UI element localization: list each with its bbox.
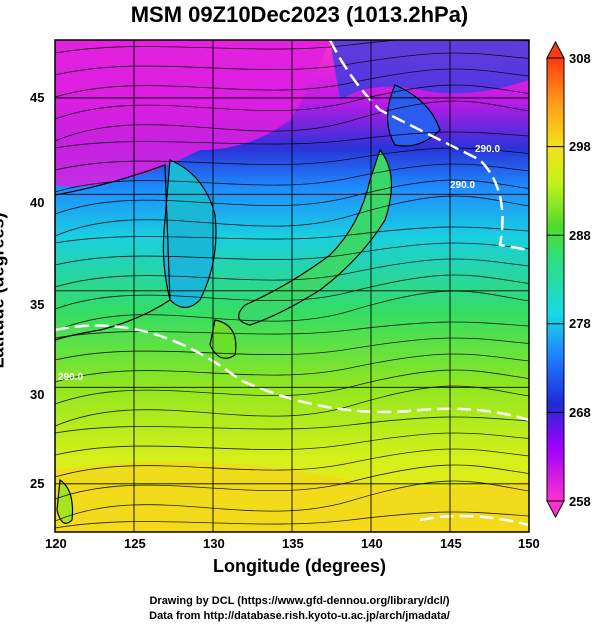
honshu-land [238,148,393,326]
page-title: MSM 09Z10Dec2023 (1013.2hPa) [130,2,469,27]
y-tick-label: 25 [30,476,45,491]
taiwan-land [56,478,74,524]
x-tick-label: 150 [518,536,540,551]
streamline [55,337,529,361]
streamline [55,274,529,310]
colorbar-tick-label: 278 [569,316,591,331]
isotherm-contour-1 [55,324,529,422]
x-tick-label: 135 [282,536,304,551]
streamline [55,258,529,288]
kyushu-land [209,319,237,359]
x-tick-label: 130 [203,536,225,551]
lat-lon-grid [55,40,529,532]
contour-label: 290.0 [450,180,476,191]
y-tick-label: 45 [30,90,45,105]
streamline [55,131,529,149]
colorbar-tick-label: 258 [569,494,591,509]
streamline [55,416,529,434]
colorbar-tick-label: 268 [569,405,591,420]
colorbar-top-arrow [546,40,565,59]
streamline [55,432,529,456]
streamline [55,242,529,266]
streamline [55,353,529,383]
streamline [55,464,529,500]
x-tick-label: 140 [361,536,383,551]
credit-drawing: Drawing by DCL (https://www.gfd-dennou.o… [149,595,450,607]
streamline [55,369,529,405]
isotherm-contour-3 [419,514,529,527]
streamline [55,290,529,332]
streamline [55,321,529,339]
streamline [55,68,529,98]
korea-land [162,159,217,309]
colorbar-tick-label: 298 [569,139,591,154]
streamline [55,195,529,237]
colorbar-tick-label: 288 [569,228,591,243]
x-axis-label: Longitude (degrees) [212,556,386,576]
hokkaido-land [386,84,441,147]
x-tick-label: 125 [124,536,146,551]
colorbar [546,40,565,519]
map-frame [54,39,530,533]
streamline [55,100,529,142]
contour-label: 290.0 [58,372,84,383]
streamline [55,84,529,120]
streamline [55,226,529,244]
streamline [55,448,529,478]
x-tick-label: 145 [440,536,462,551]
x-tick-label: 120 [45,536,67,551]
cold-region-north [55,40,330,187]
streamline [55,163,529,193]
y-tick-label: 35 [30,297,45,312]
colorbar-bottom-arrow [546,500,565,519]
streamline [55,179,529,215]
y-tick-label: 40 [30,195,45,210]
credit-data: Data from http://database.rish.kyoto-u.a… [149,610,450,622]
y-tick-label: 30 [30,387,45,402]
streamline [55,147,529,171]
colorbar-body [546,57,565,502]
streamline [55,511,529,529]
isotherm-contour-2 [328,40,529,252]
colorbar-tick-label: 308 [569,51,591,66]
contour-label: 290.0 [475,144,501,155]
streamline [55,52,529,76]
streamline [55,480,529,522]
